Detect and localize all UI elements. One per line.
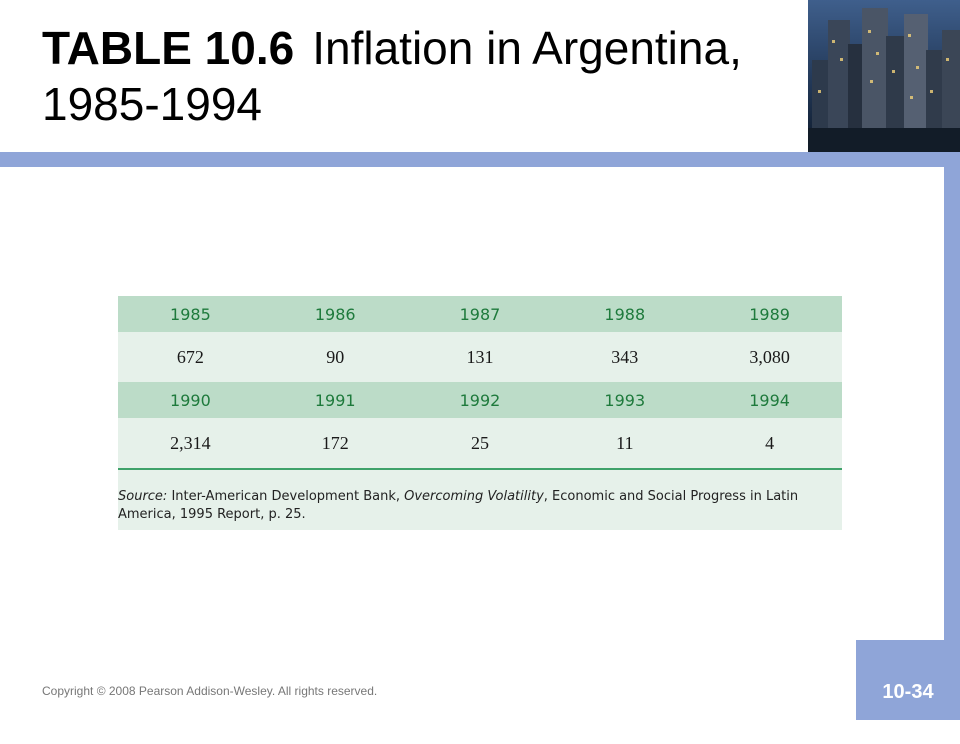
- accent-band-top: [0, 152, 960, 167]
- source-publication: Overcoming Volatility: [404, 489, 544, 504]
- inflation-value-cell: 672: [118, 332, 263, 382]
- table-title: Inflation in Argentina, 1985-1994: [42, 22, 742, 130]
- inflation-value-cell: 172: [262, 418, 408, 470]
- city-skyline-photo: [808, 0, 960, 152]
- source-text-pre: Inter-American Development Bank,: [167, 489, 405, 504]
- year-cell: 1993: [552, 382, 698, 418]
- inflation-row: 2,314 172 25 11 4: [118, 418, 842, 470]
- year-cell: 1985: [118, 296, 263, 332]
- year-cell: 1991: [262, 382, 408, 418]
- inflation-value-cell: 25: [407, 418, 553, 470]
- inflation-value-cell: 131: [407, 332, 553, 382]
- table-number: TABLE 10.6: [42, 22, 295, 74]
- slide-number: 10-34: [882, 681, 934, 703]
- copyright-notice: Copyright © 2008 Pearson Addison-Wesley.…: [42, 684, 378, 698]
- source-text-post: , Economic and Social Progress in Latin …: [118, 489, 799, 522]
- inflation-value-cell: 343: [552, 332, 698, 382]
- year-cell: 1990: [118, 382, 263, 418]
- year-row: 1990 1991 1992 1993 1994: [118, 382, 842, 418]
- inflation-value-cell: 2,314: [118, 418, 263, 470]
- inflation-value-cell: 90: [262, 332, 408, 382]
- inflation-row: 672 90 131 343 3,080: [118, 332, 842, 382]
- accent-band-right: [944, 152, 960, 720]
- slide-title: TABLE 10.6 Inflation in Argentina, 1985-1…: [42, 20, 802, 132]
- source-label: Source:: [118, 489, 168, 504]
- year-cell: 1988: [552, 296, 698, 332]
- year-row: 1985 1986 1987 1988 1989: [118, 296, 842, 332]
- year-cell: 1987: [407, 296, 553, 332]
- year-cell: 1986: [262, 296, 408, 332]
- inflation-value-cell: 11: [552, 418, 698, 470]
- year-cell: 1994: [697, 382, 842, 418]
- inflation-table-figure: 1985 1986 1987 1988 1989 672 90 131 343 3,080 1990…: [118, 296, 842, 530]
- year-cell: 1989: [697, 296, 842, 332]
- slide-number-box: [856, 640, 960, 720]
- inflation-value-cell: 3,080: [697, 332, 842, 382]
- inflation-table: 1985 1986 1987 1988 1989 672 90 131 343 3,080 1990…: [118, 296, 842, 470]
- year-cell: 1992: [407, 382, 553, 418]
- inflation-value-cell: 4: [697, 418, 842, 470]
- table-source-note: Source: Inter-American Development Bank,…: [118, 470, 842, 524]
